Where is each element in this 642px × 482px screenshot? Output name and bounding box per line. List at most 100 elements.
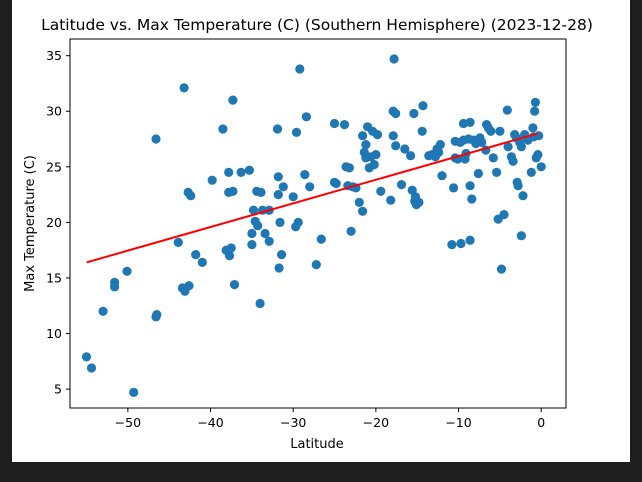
data-point-90 bbox=[396, 180, 407, 190]
chart-figure: Latitude vs. Max Temperature (C) (Southe… bbox=[12, 0, 630, 462]
y-axis-label: Max Temperature (C) bbox=[23, 155, 38, 292]
data-point-18 bbox=[197, 257, 207, 267]
data-point-128 bbox=[477, 137, 487, 147]
data-point-15 bbox=[186, 191, 196, 201]
y-tick-label-6: 35 bbox=[46, 48, 62, 63]
y-tick-label-4: 25 bbox=[46, 159, 62, 174]
data-point-140 bbox=[503, 142, 513, 152]
data-point-19 bbox=[207, 175, 217, 185]
data-point-139 bbox=[502, 105, 512, 115]
chart-title: Latitude vs. Max Temperature (C) (Southe… bbox=[41, 16, 593, 34]
data-point-33 bbox=[248, 205, 259, 215]
data-point-137 bbox=[496, 264, 507, 274]
data-point-89 bbox=[391, 141, 401, 151]
data-point-23 bbox=[226, 243, 236, 253]
data-point-13 bbox=[184, 281, 194, 291]
data-point-40 bbox=[260, 228, 270, 239]
data-point-83 bbox=[376, 186, 386, 196]
data-point-92 bbox=[406, 151, 416, 161]
data-point-138 bbox=[499, 210, 509, 220]
data-point-159 bbox=[533, 150, 543, 160]
data-point-60 bbox=[329, 118, 340, 129]
data-point-0 bbox=[81, 352, 92, 362]
data-point-2 bbox=[98, 306, 108, 316]
data-point-66 bbox=[344, 163, 354, 173]
data-point-46 bbox=[274, 263, 284, 273]
data-point-114 bbox=[456, 238, 466, 249]
data-point-45 bbox=[273, 172, 283, 182]
data-point-132 bbox=[486, 126, 496, 136]
data-point-161 bbox=[536, 162, 546, 172]
data-point-136 bbox=[495, 126, 505, 136]
data-point-62 bbox=[331, 178, 341, 189]
data-point-44 bbox=[273, 190, 283, 200]
x-tick-label-2: −30 bbox=[280, 415, 306, 430]
data-point-5 bbox=[122, 266, 132, 276]
data-point-29 bbox=[236, 167, 246, 177]
data-point-48 bbox=[277, 250, 287, 260]
data-point-26 bbox=[228, 186, 238, 196]
data-point-28 bbox=[228, 95, 238, 105]
data-point-70 bbox=[354, 197, 364, 207]
x-axis-label: Latitude bbox=[290, 437, 344, 452]
data-point-94 bbox=[409, 108, 419, 119]
x-tick-label-1: −40 bbox=[197, 415, 223, 430]
data-point-20 bbox=[218, 124, 228, 134]
data-point-30 bbox=[244, 165, 254, 175]
data-point-67 bbox=[346, 226, 356, 236]
data-point-55 bbox=[300, 170, 310, 180]
data-points bbox=[81, 54, 546, 397]
y-tick-label-2: 15 bbox=[46, 270, 62, 285]
x-tick-label-0: −50 bbox=[115, 415, 141, 430]
data-point-80 bbox=[369, 160, 379, 170]
data-point-9 bbox=[151, 134, 161, 144]
data-point-146 bbox=[513, 181, 523, 191]
data-point-88 bbox=[389, 54, 399, 64]
data-point-25 bbox=[224, 167, 234, 177]
data-point-10 bbox=[173, 237, 183, 247]
data-point-142 bbox=[508, 156, 518, 166]
data-point-109 bbox=[449, 183, 459, 193]
data-point-16 bbox=[179, 83, 189, 93]
data-point-98 bbox=[414, 197, 424, 207]
data-point-1 bbox=[86, 363, 97, 373]
data-point-100 bbox=[418, 101, 428, 111]
data-point-148 bbox=[516, 142, 526, 152]
data-point-43 bbox=[272, 124, 283, 134]
data-point-154 bbox=[528, 123, 538, 133]
data-point-50 bbox=[288, 192, 298, 202]
data-point-91 bbox=[400, 144, 410, 154]
data-point-49 bbox=[278, 182, 288, 192]
data-point-153 bbox=[526, 167, 536, 177]
data-point-53 bbox=[291, 127, 302, 137]
data-point-150 bbox=[518, 191, 528, 201]
regression-line-group bbox=[86, 132, 539, 264]
data-point-8 bbox=[152, 310, 162, 320]
x-axis-ticks: −50 −40 −30 −20 −10 0 bbox=[115, 408, 545, 430]
data-point-22 bbox=[224, 251, 235, 261]
x-tick-label-3: −20 bbox=[363, 415, 389, 430]
regression-line bbox=[86, 132, 539, 264]
plot-area-frame bbox=[69, 38, 567, 409]
data-point-75 bbox=[361, 140, 371, 150]
data-point-85 bbox=[388, 131, 398, 141]
data-point-17 bbox=[191, 250, 201, 260]
y-tick-label-5: 30 bbox=[46, 104, 62, 119]
data-point-6 bbox=[129, 387, 139, 397]
data-point-81 bbox=[371, 150, 381, 160]
data-point-56 bbox=[301, 112, 311, 122]
data-point-84 bbox=[386, 195, 396, 205]
data-point-134 bbox=[492, 167, 502, 177]
data-point-126 bbox=[473, 168, 483, 179]
data-point-156 bbox=[530, 106, 540, 116]
scatter-chart: Latitude vs. Max Temperature (C) (Southe… bbox=[23, 16, 593, 452]
data-point-122 bbox=[467, 194, 477, 204]
data-point-27 bbox=[229, 280, 240, 290]
data-point-120 bbox=[465, 235, 475, 245]
data-point-99 bbox=[417, 126, 427, 136]
data-point-4 bbox=[110, 282, 120, 292]
data-point-106 bbox=[435, 140, 445, 150]
data-point-72 bbox=[358, 131, 368, 141]
data-point-107 bbox=[437, 171, 447, 181]
data-point-87 bbox=[391, 108, 401, 119]
